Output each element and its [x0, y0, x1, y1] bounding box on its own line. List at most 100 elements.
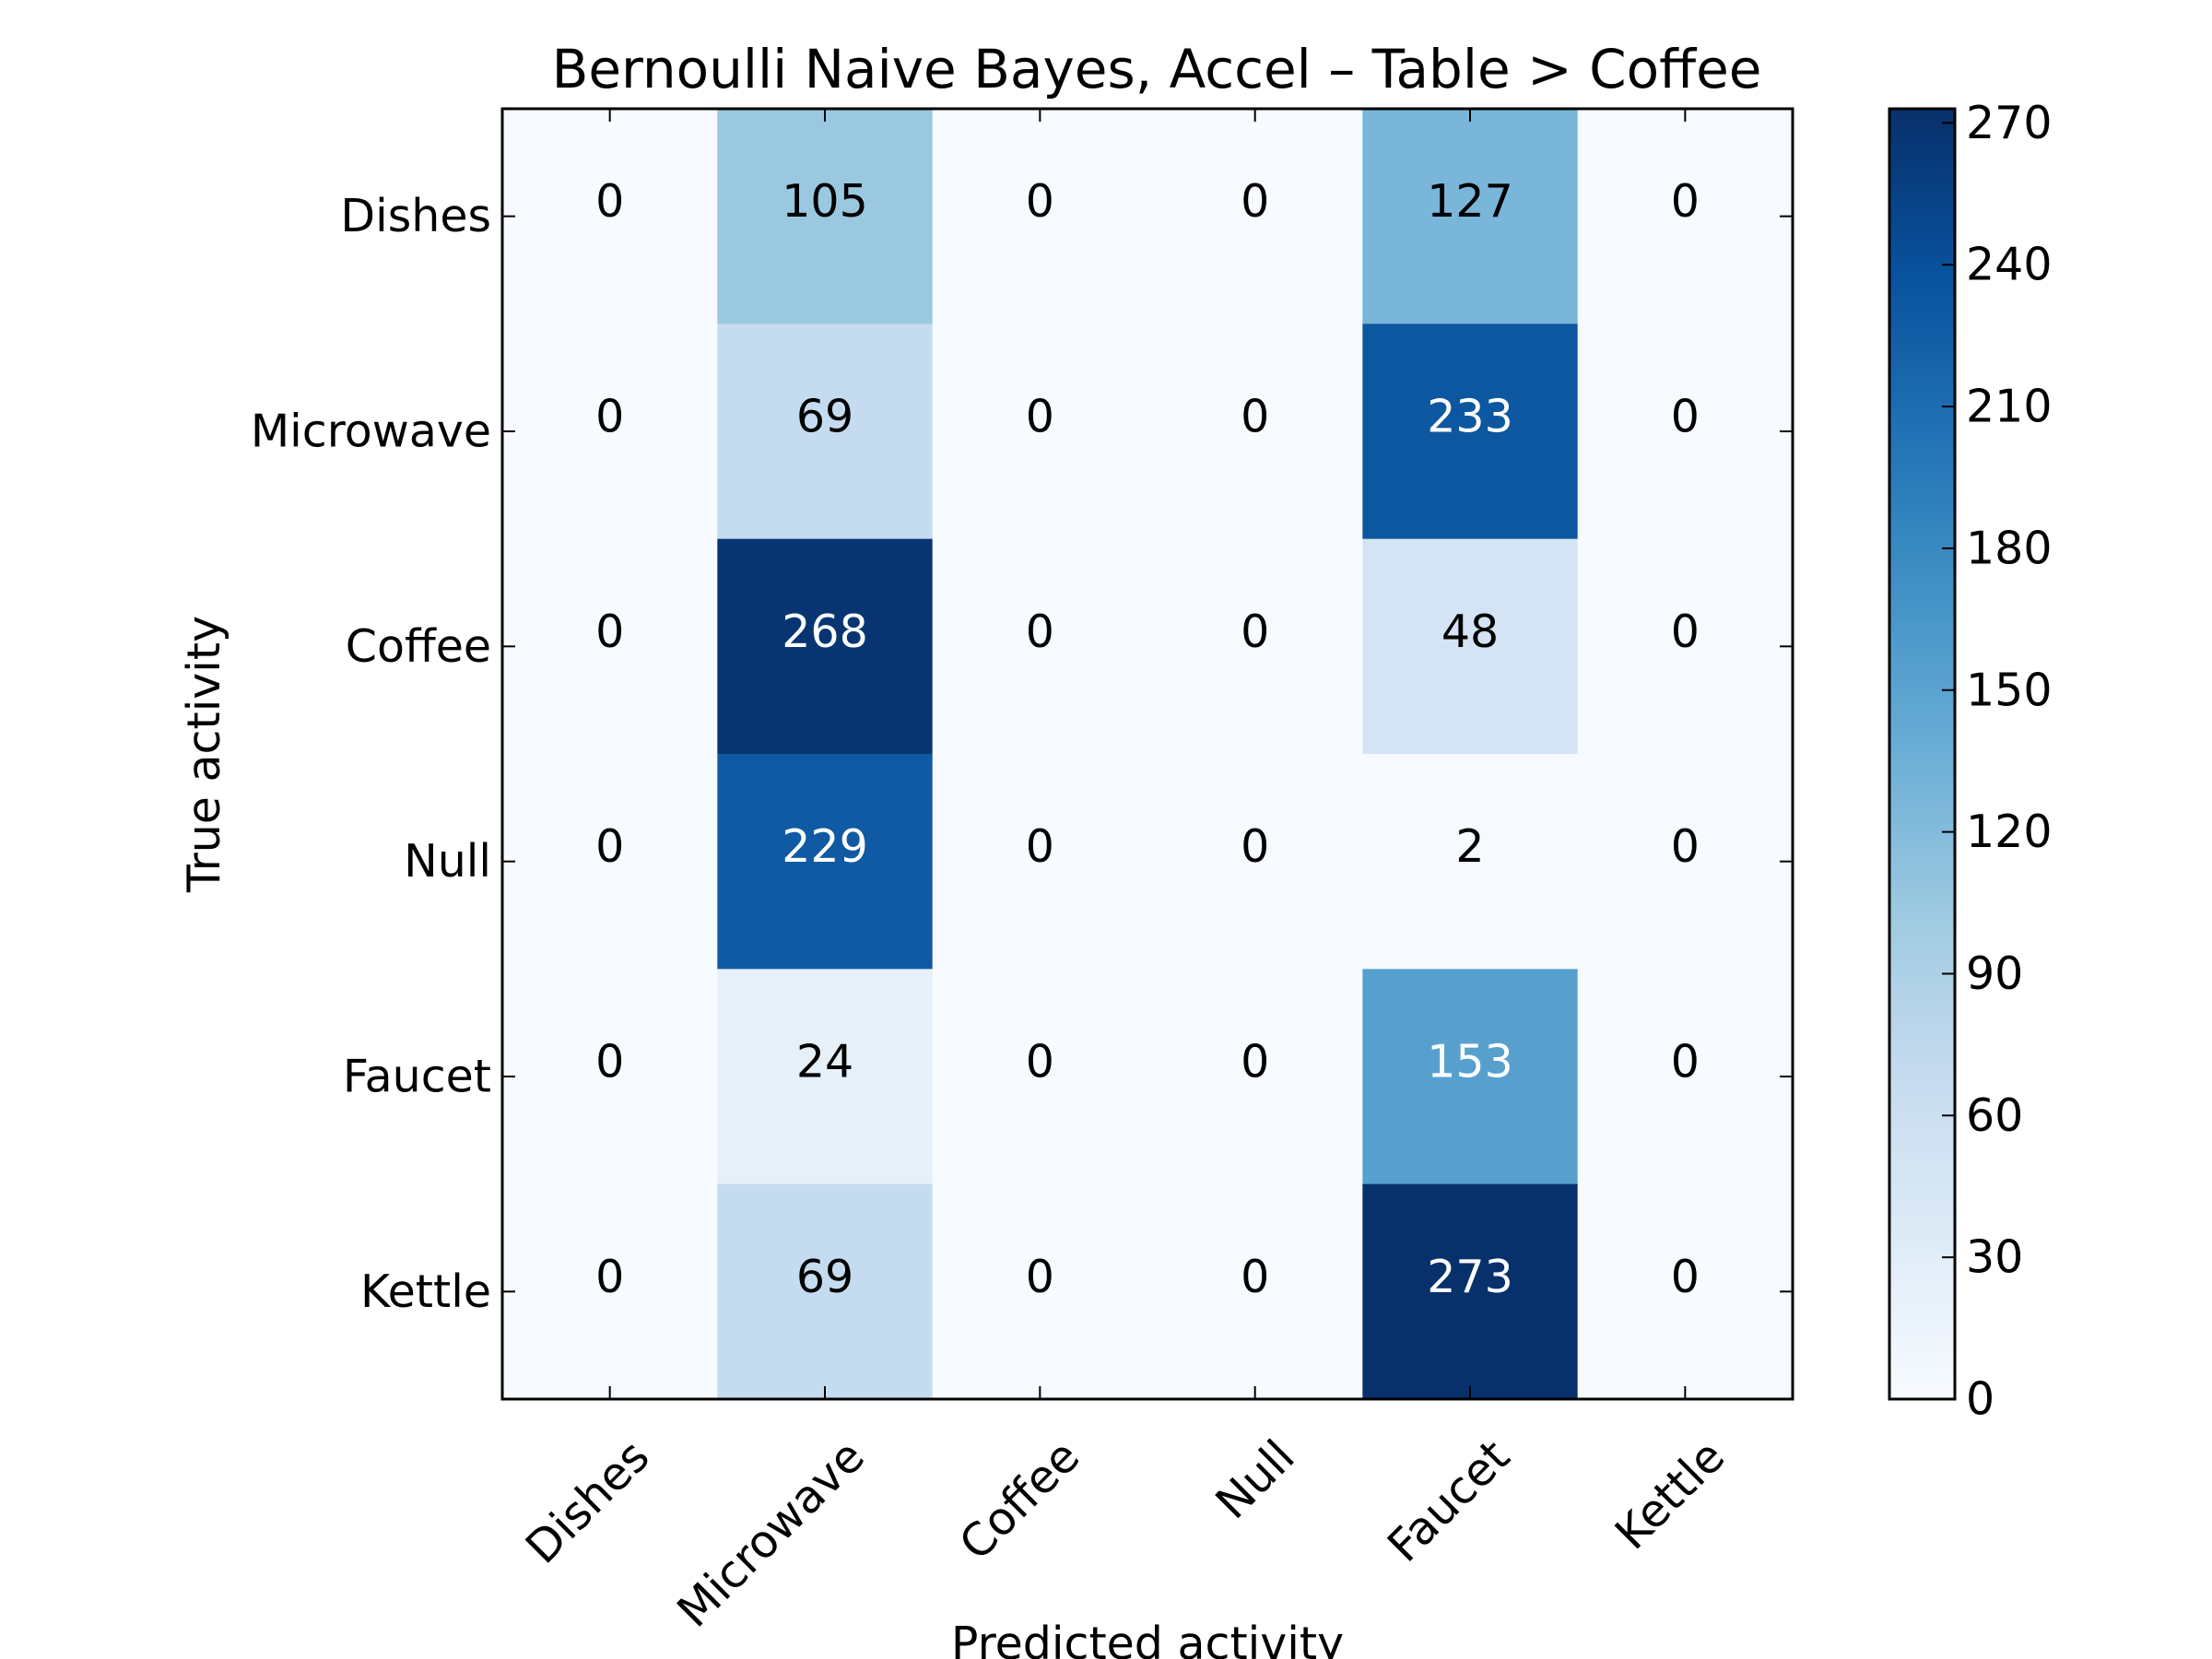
heatmap-cell [502, 969, 718, 1185]
heatmap-cell [1147, 1183, 1363, 1400]
cell-value-label: 127 [1427, 175, 1513, 228]
heatmap-cell [1362, 109, 1579, 324]
cell-value-label: 105 [782, 175, 868, 228]
x-tick-label: Kettle [1606, 1430, 1735, 1560]
colorbar-ticks [1942, 122, 1955, 1400]
heatmap-cell [502, 538, 718, 755]
cell-value-label: 48 [1441, 606, 1499, 658]
heatmap-cell [717, 109, 934, 324]
colorbar-tick-label: 240 [1966, 239, 2053, 291]
heatmap-cell [1362, 969, 1579, 1185]
y-tick-label: Coffee [346, 620, 491, 673]
cell-value-label: 0 [1671, 175, 1700, 228]
cell-value-label: 0 [1026, 175, 1054, 228]
heatmap-cell [717, 1183, 934, 1400]
colorbar-tick-label: 180 [1966, 522, 2053, 574]
heatmap-cell [1147, 969, 1363, 1185]
x-tick-label: Microwave [667, 1430, 875, 1638]
chart-title: Bernoulli Naive Bayes, Accel – Table > C… [552, 38, 1762, 100]
cell-value-labels: 0 105 0 0 127 0 0 69 0 0 233 0 0 268 0 0 48 0 0 229 0 0 2 0 0 24 0… [595, 175, 1700, 1303]
colorbar-frame [1888, 107, 1957, 1401]
heatmap-cell [932, 538, 1148, 755]
cell-value-label: 0 [1026, 606, 1054, 658]
cell-value-label: 233 [1427, 391, 1513, 443]
cell-value-label: 273 [1427, 1251, 1513, 1303]
colorbar-tick-label: 90 [1966, 947, 2023, 1000]
heatmap-cell [1147, 538, 1363, 755]
y-tick-label: Null [404, 835, 491, 888]
heatmap-cell [717, 324, 934, 540]
heatmap-cell [932, 324, 1148, 540]
heatmap-cell [502, 754, 718, 970]
heatmap-cell [1577, 538, 1794, 755]
heatmap-cell [932, 1183, 1148, 1400]
colorbar-tick-label: 60 [1966, 1089, 2023, 1142]
cell-value-label: 0 [595, 1036, 624, 1088]
cell-value-label: 0 [1241, 606, 1269, 658]
heatmap-cell [932, 109, 1148, 324]
cell-value-label: 0 [1241, 175, 1269, 228]
cell-value-label: 69 [796, 391, 853, 443]
heatmap-cell [1577, 969, 1794, 1185]
colorbar-tick-label: 120 [1966, 806, 2053, 858]
cell-value-label: 0 [595, 391, 624, 443]
y-axis-label: True activity [178, 616, 230, 893]
cell-value-label: 0 [595, 606, 624, 658]
heatmap-cell [932, 754, 1148, 970]
x-axis-tick-labels: Dishes Microwave Coffee Null Faucet Kettle [516, 1430, 1735, 1638]
heatmap-cell [502, 324, 718, 540]
colorbar-tick-label: 270 [1966, 97, 2053, 149]
cell-value-label: 0 [1026, 391, 1054, 443]
plot-frame [500, 107, 1794, 1401]
heatmap-cell [717, 754, 934, 970]
heatmap-cell [1577, 324, 1794, 540]
heatmap-cell [502, 1183, 718, 1400]
cell-value-label: 0 [595, 175, 624, 228]
cell-value-label: 229 [782, 820, 868, 873]
cell-value-label: 24 [796, 1036, 853, 1088]
heatmap-cell [1577, 109, 1794, 324]
heatmap-cells [502, 109, 1794, 1400]
heatmap-cell [717, 538, 934, 755]
y-tick-label: Dishes [340, 190, 491, 242]
colorbar-tick-label: 0 [1966, 1373, 1994, 1426]
x-tick-label: Dishes [516, 1430, 660, 1574]
x-tick-label: Null [1206, 1430, 1304, 1529]
heatmap-cell [502, 109, 718, 324]
heatmap-cell [1362, 754, 1579, 970]
y-tick-label: Kettle [360, 1265, 491, 1318]
x-axis-label: Predicted activity [951, 1618, 1344, 1659]
cell-value-label: 0 [595, 820, 624, 873]
cell-value-label: 268 [782, 606, 868, 658]
heatmap-cell [1577, 1183, 1794, 1400]
cell-value-label: 0 [1241, 1036, 1269, 1088]
heatmap-cell [932, 969, 1148, 1185]
y-axis-tick-labels: Dishes Microwave Coffee Null Faucet Kettle [251, 190, 491, 1318]
cell-value-label: 153 [1427, 1036, 1513, 1088]
heatmap-cell [717, 969, 934, 1185]
heatmap-cell [1147, 324, 1363, 540]
heatmap-cell [1147, 109, 1363, 324]
cell-value-label: 0 [1671, 606, 1700, 658]
x-tick-label: Coffee [949, 1430, 1089, 1571]
cell-value-label: 0 [1241, 1251, 1269, 1303]
heatmap-cell [1577, 754, 1794, 970]
heatmap-cell [1362, 324, 1579, 540]
cell-value-label: 0 [595, 1251, 624, 1303]
cell-value-label: 0 [1241, 391, 1269, 443]
heatmap-cell [1362, 538, 1579, 755]
colorbar-tick-labels: 0 30 60 90 120 150 180 210 240 270 [1966, 97, 2053, 1426]
cell-value-label: 0 [1026, 1251, 1054, 1303]
cell-value-label: 0 [1241, 820, 1269, 873]
cell-value-label: 0 [1671, 1251, 1700, 1303]
colorbar-tick-label: 30 [1966, 1231, 2023, 1284]
colorbar-tick-label: 210 [1966, 381, 2053, 433]
cell-value-label: 0 [1026, 820, 1054, 873]
cell-value-label: 0 [1671, 1036, 1700, 1088]
cell-value-label: 2 [1455, 820, 1484, 873]
cell-value-label: 0 [1026, 1036, 1054, 1088]
cell-value-label: 69 [796, 1251, 853, 1303]
y-axis-ticks [502, 215, 1793, 1293]
y-tick-label: Faucet [343, 1051, 491, 1103]
